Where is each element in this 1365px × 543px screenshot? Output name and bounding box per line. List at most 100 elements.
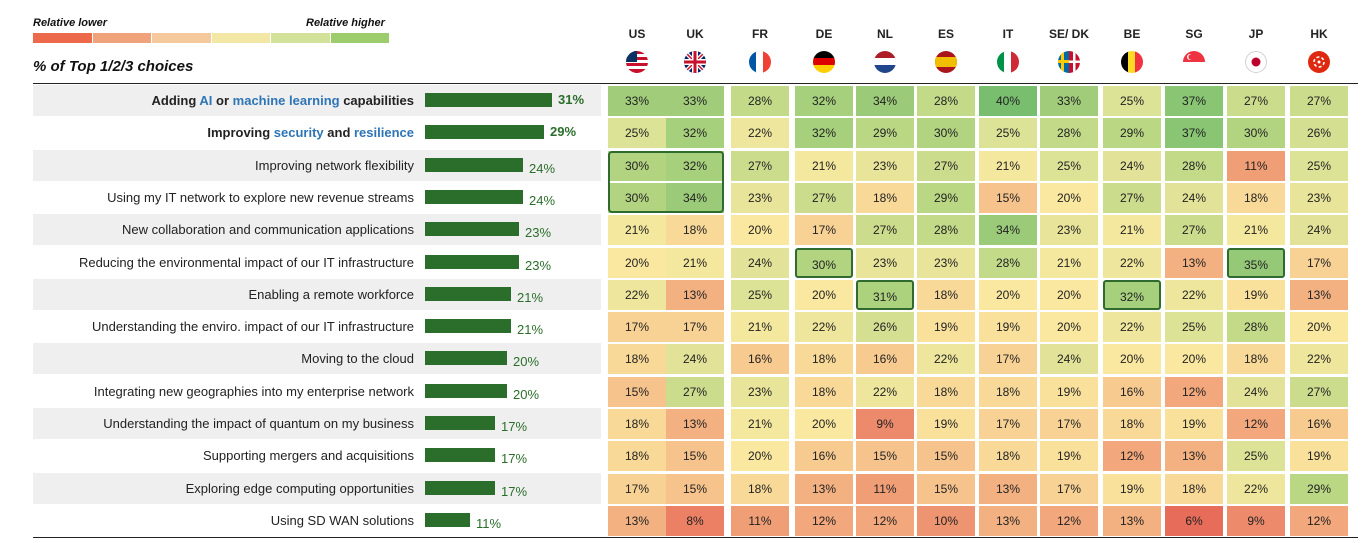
heatmap-cell: 20%	[1290, 312, 1348, 343]
column-header-jp: JP	[1248, 27, 1264, 41]
heatmap-cell: 15%	[979, 182, 1037, 213]
total-value-label: 24%	[529, 160, 556, 176]
heatmap-cell: 11%	[1227, 150, 1285, 181]
heatmap-cell: 21%	[731, 409, 789, 439]
heatmap-cell: 19%	[1040, 376, 1098, 407]
heatmap-cell: 19%	[1103, 473, 1161, 504]
heatmap-cell: 30%	[917, 118, 975, 149]
heatmap-cell: 19%	[1040, 441, 1098, 472]
heatmap-cell: 12%	[1103, 441, 1161, 472]
heatmap-cell: 11%	[731, 505, 789, 536]
row-label: Adding AI or machine learning capabiliti…	[34, 93, 414, 108]
heatmap-cell: 29%	[1103, 118, 1161, 149]
heatmap-cell: 17%	[795, 215, 853, 246]
uk-flag-icon	[684, 51, 706, 73]
heatmap-cell: 27%	[666, 376, 724, 407]
heatmap-cell: 30%	[795, 247, 853, 278]
total-bar	[425, 222, 519, 237]
row-stripe	[33, 408, 601, 439]
total-value-label: 23%	[525, 225, 552, 241]
heatmap-cell: 28%	[917, 86, 975, 116]
heatmap-cell: 25%	[731, 279, 789, 310]
total-bar	[425, 189, 523, 204]
column-header-fr: FR	[752, 27, 768, 41]
heatmap-cell: 30%	[608, 150, 666, 181]
legend-swatch	[92, 33, 151, 43]
column-header-nl: NL	[877, 27, 893, 41]
hk-flag-icon	[1308, 51, 1330, 73]
chart-title: % of Top 1/2/3 choices	[33, 58, 194, 75]
row-label: Using my IT network to explore new reven…	[107, 189, 414, 205]
row-label-part: and	[323, 125, 354, 141]
heatmap-cell: 22%	[917, 344, 975, 375]
total-bar	[425, 383, 507, 398]
row-label: Supporting mergers and acquisitions	[202, 448, 414, 464]
heatmap-cell: 21%	[979, 150, 1037, 181]
heatmap-cell: 21%	[795, 150, 853, 181]
heatmap-cell: 19%	[979, 312, 1037, 343]
row-label: Improving network flexibility	[255, 157, 414, 173]
heatmap-cell: 16%	[856, 344, 914, 375]
heatmap-cell: 21%	[608, 215, 666, 246]
heatmap-cell: 24%	[1103, 150, 1161, 181]
it-flag-icon	[997, 51, 1019, 73]
row-label-part: AI	[199, 93, 213, 108]
row-label: Integrating new geographies into my ente…	[93, 383, 414, 399]
heatmap-cell: 15%	[917, 473, 975, 504]
heatmap-cell: 21%	[1103, 215, 1161, 246]
heatmap-cell: 24%	[1040, 344, 1098, 375]
heatmap-cell: 12%	[856, 505, 914, 536]
heatmap-cell: 18%	[1227, 344, 1285, 375]
heatmap-cell: 15%	[666, 473, 724, 504]
legend-swatch	[330, 33, 389, 43]
heatmap-cell: 23%	[917, 247, 975, 278]
heatmap-cell: 33%	[608, 86, 666, 116]
heatmap-cell: 13%	[795, 473, 853, 504]
total-bar	[425, 512, 470, 527]
total-value-label: 29%	[550, 124, 577, 140]
total-value-label: 17%	[501, 451, 528, 467]
heatmap-cell: 21%	[1040, 247, 1098, 278]
heatmap-cell: 20%	[731, 215, 789, 246]
heatmap-cell: 22%	[795, 312, 853, 343]
heatmap-cell: 16%	[795, 441, 853, 472]
column-header-sg: SG	[1185, 27, 1203, 41]
column-header-uk: UK	[686, 27, 704, 41]
heatmap-cell: 28%	[731, 86, 789, 116]
heatmap-cell: 35%	[1227, 247, 1285, 278]
total-value-label: 21%	[517, 322, 544, 338]
heatmap-cell: 24%	[1165, 182, 1223, 213]
heatmap-cell: 15%	[856, 441, 914, 472]
heatmap-cell: 13%	[1165, 441, 1223, 472]
heatmap-cell: 9%	[856, 409, 914, 439]
heatmap-cell: 34%	[979, 215, 1037, 246]
be-flag-icon	[1121, 51, 1143, 73]
heatmap-cell: 13%	[666, 279, 724, 310]
heatmap-cell: 25%	[1290, 150, 1348, 181]
heatmap-cell: 25%	[1165, 312, 1223, 343]
nl-flag-icon	[874, 51, 896, 73]
total-bar	[425, 93, 552, 107]
heatmap-cell: 15%	[917, 441, 975, 472]
fr-flag-icon	[749, 51, 771, 73]
row-label: Understanding the enviro. impact of our …	[91, 319, 414, 335]
heatmap-cell: 23%	[1040, 215, 1098, 246]
heatmap-cell: 32%	[795, 86, 853, 116]
total-value-label: 23%	[525, 257, 552, 273]
heatmap-cell: 17%	[979, 344, 1037, 375]
heatmap-cell: 12%	[1227, 409, 1285, 439]
total-value-label: 21%	[517, 289, 544, 305]
heatmap-cell: 20%	[731, 441, 789, 472]
heatmap-cell: 32%	[795, 118, 853, 149]
heatmap-cell: 18%	[1165, 473, 1223, 504]
heatmap-cell: 18%	[979, 441, 1037, 472]
heatmap-cell: 20%	[795, 279, 853, 310]
heatmap-cell: 31%	[856, 279, 914, 310]
heatmap-cell: 24%	[666, 344, 724, 375]
heatmap-cell: 33%	[666, 86, 724, 116]
total-value-label: 17%	[501, 483, 528, 499]
heatmap-cell: 16%	[1103, 376, 1161, 407]
row-label-part: Improving	[207, 125, 274, 141]
heatmap-cell: 20%	[1040, 182, 1098, 213]
row-label-part: machine learning	[232, 93, 340, 108]
